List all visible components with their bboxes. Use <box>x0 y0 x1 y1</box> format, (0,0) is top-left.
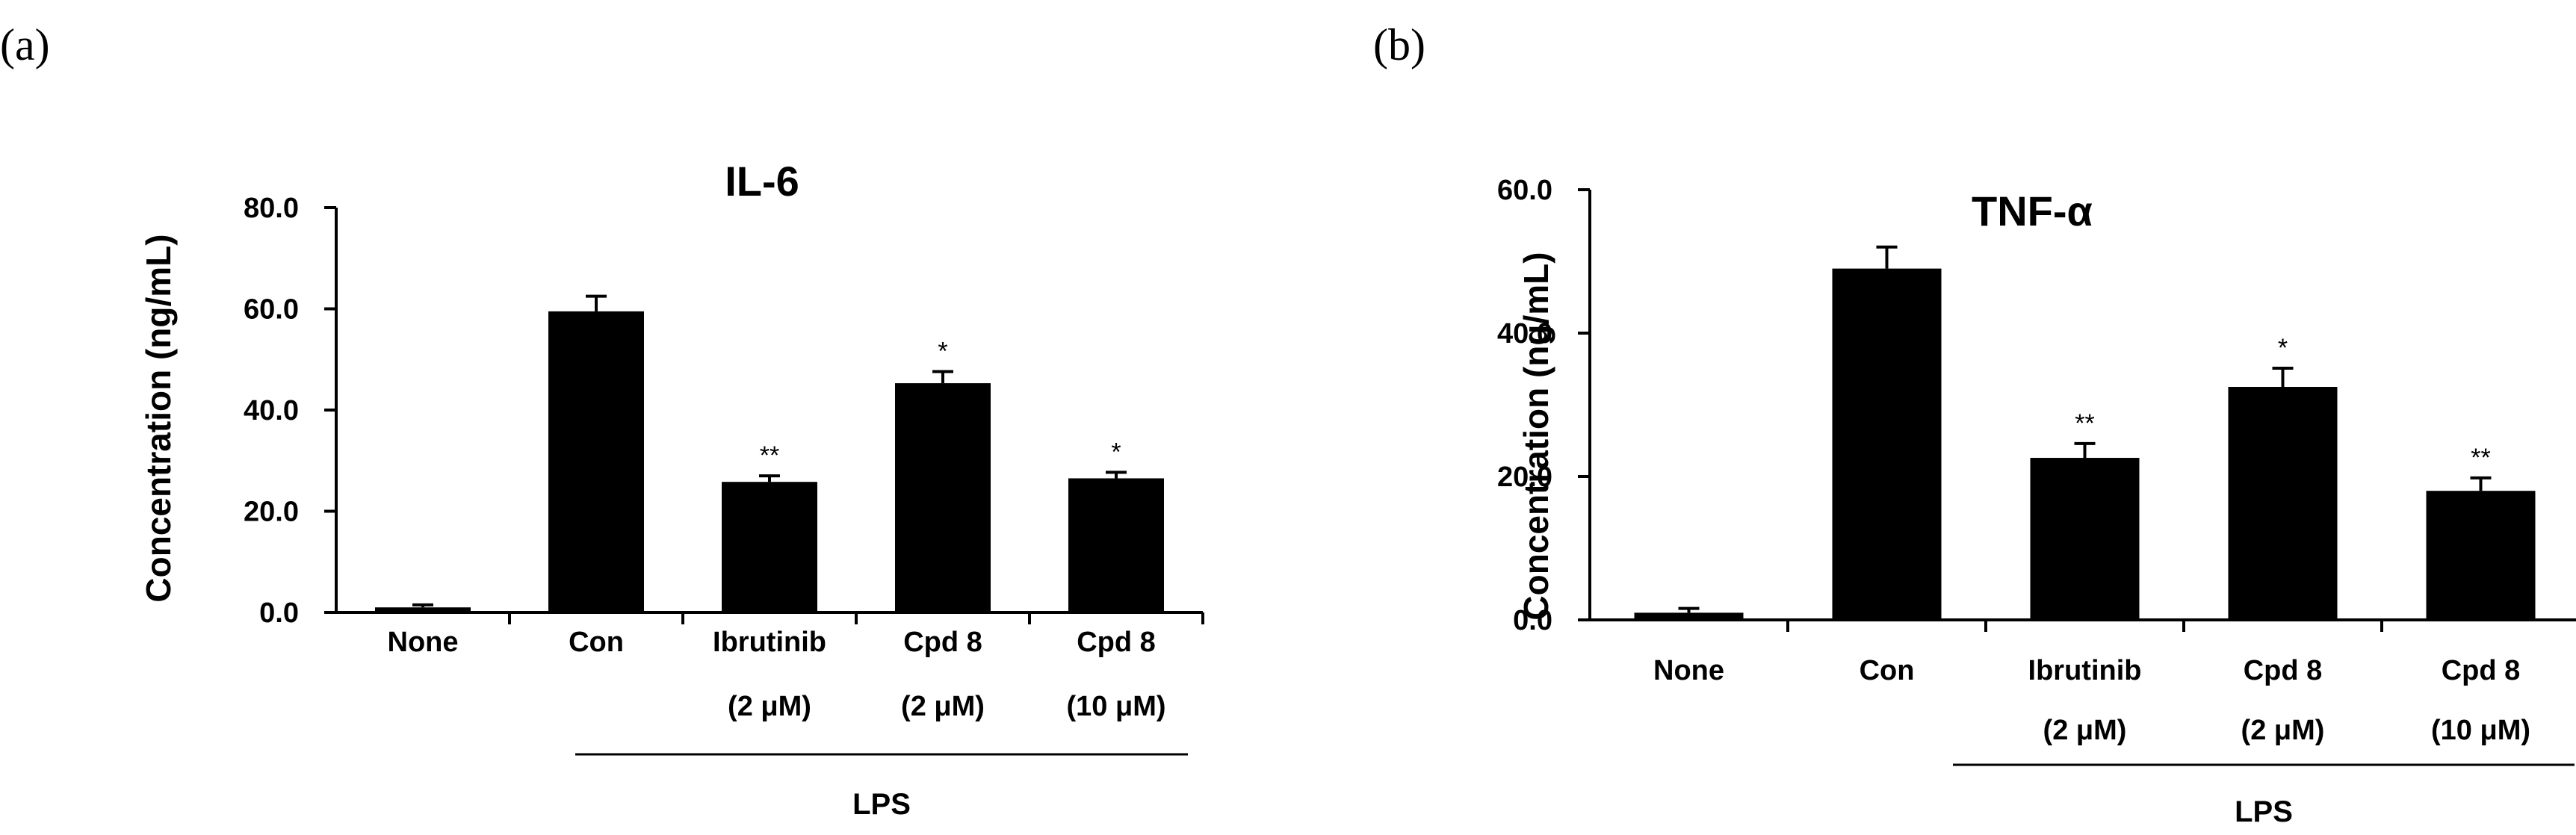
y-tick-label: 40.0 <box>244 395 299 426</box>
chart-title-tnf: TNF-α <box>1972 187 2093 235</box>
y-tick-label: 20.0 <box>1497 462 1552 493</box>
category-label: Ibrutinib <box>713 627 826 658</box>
panel-label-a: (a) <box>0 20 50 69</box>
panel-label-b: (b) <box>1373 20 1425 69</box>
category-label: None <box>1653 655 1724 686</box>
bar-il6 <box>1068 478 1164 612</box>
panel-il6: (a) IL-6 Concentration (ng/mL) 0.0 20.0 40… <box>0 20 1204 821</box>
category-sublabel: (10 μM) <box>2431 715 2530 746</box>
category-label: Cpd 8 <box>2244 655 2323 686</box>
panel-tnf: (b) TNF-α Concentration (ng/mL) 0.0 20.0 4… <box>1373 20 2576 828</box>
bar-tnf <box>1634 612 1744 620</box>
y-tick-label: 60.0 <box>244 294 299 326</box>
significance-marker: ** <box>2471 444 2490 472</box>
category-sublabel: (2 μM) <box>2241 715 2325 746</box>
category-sublabel: (10 μM) <box>1066 691 1165 722</box>
category-label: None <box>388 627 459 658</box>
bar-tnf <box>2426 491 2536 620</box>
category-label: Cpd 8 <box>2442 655 2521 686</box>
bar-il6 <box>375 607 471 612</box>
category-sublabel: (2 μM) <box>901 691 985 722</box>
y-tick-label: 20.0 <box>244 497 299 528</box>
significance-marker: * <box>2278 334 2288 362</box>
category-sublabel: (2 μM) <box>2043 715 2127 746</box>
bar-tnf <box>1832 268 1942 620</box>
plot-area-tnf: 0.0 20.0 40.0 60.0 None Con ** Ibrutinib (2 μM) *… <box>1497 175 2576 828</box>
category-label: Con <box>1860 655 1915 686</box>
significance-marker: * <box>1111 438 1121 466</box>
category-label: Con <box>569 627 624 658</box>
category-label: Cpd 8 <box>903 627 982 658</box>
bar-il6 <box>722 482 817 612</box>
group-label-lps: LPS <box>852 788 911 821</box>
category-label: Ibrutinib <box>2028 655 2142 686</box>
y-tick-label: 80.0 <box>244 193 299 224</box>
bar-il6 <box>895 383 991 612</box>
chart-title-il6: IL-6 <box>725 158 799 205</box>
y-tick-label: 40.0 <box>1497 318 1552 350</box>
category-label: Cpd 8 <box>1077 627 1156 658</box>
bar-tnf <box>2228 387 2338 620</box>
y-tick-label: 0.0 <box>259 597 299 629</box>
y-axis-label-tnf: Concentration (ng/mL) <box>1517 252 1555 620</box>
y-tick-label: 60.0 <box>1497 175 1552 206</box>
significance-marker: ** <box>2075 409 2094 438</box>
category-sublabel: (2 μM) <box>728 691 811 722</box>
y-tick-label: 0.0 <box>1513 605 1552 636</box>
bar-il6 <box>548 311 644 612</box>
bar-tnf <box>2030 458 2140 620</box>
significance-marker: ** <box>760 441 779 470</box>
significance-marker: * <box>938 338 947 366</box>
y-axis-label-il6: Concentration (ng/mL) <box>139 234 178 602</box>
group-label-lps: LPS <box>2235 795 2293 828</box>
